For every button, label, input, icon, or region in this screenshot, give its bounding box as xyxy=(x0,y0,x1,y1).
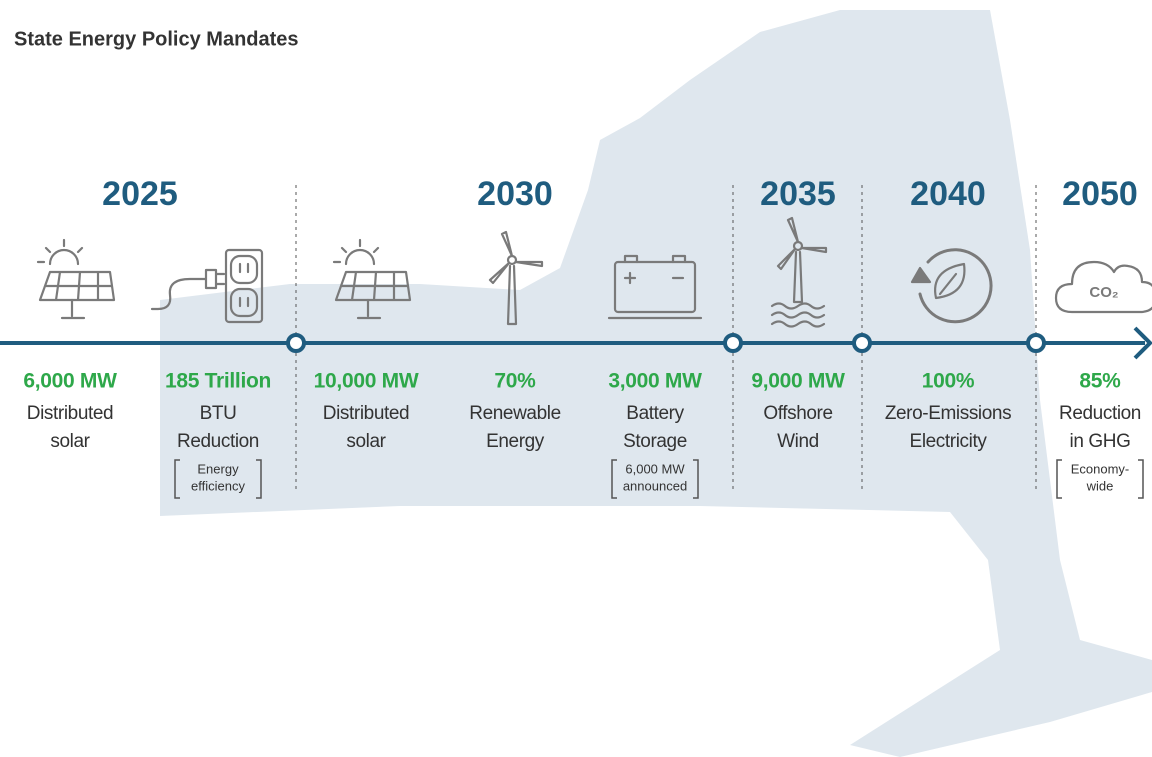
mandate-value: 70% xyxy=(494,370,536,393)
mandate-label: Distributed xyxy=(323,403,409,424)
renewable-cycle-icon xyxy=(910,248,993,324)
icons: CO₂ xyxy=(36,216,1152,328)
mandate-label: solar xyxy=(50,431,90,452)
solar-icon xyxy=(36,238,116,320)
offshore-wind-icon xyxy=(770,216,828,328)
mandate-label: Battery xyxy=(626,403,684,424)
co2-cloud-icon: CO₂ xyxy=(1054,260,1152,314)
mandate-value: 85% xyxy=(1079,370,1121,393)
mandate-value: 6,000 MW xyxy=(23,370,117,393)
mandate-value: 100% xyxy=(922,370,975,393)
title: State Energy Policy Mandates xyxy=(14,28,299,50)
mandate-note: 6,000 MW xyxy=(625,461,685,476)
mandate-note: Economy- xyxy=(1071,461,1130,476)
solar-icon xyxy=(332,238,412,320)
timeline-arrow xyxy=(1133,326,1152,360)
mandate-note: Energy xyxy=(197,461,239,476)
mandate-note: announced xyxy=(623,478,687,493)
mandate-label: Distributed xyxy=(27,403,113,424)
mandate-label: solar xyxy=(346,431,386,452)
wind-icon xyxy=(488,230,544,326)
mandate-label: Storage xyxy=(623,431,687,452)
milestone-dot xyxy=(723,333,743,353)
mandate-value: 9,000 MW xyxy=(751,370,845,393)
mandate-label: Offshore xyxy=(763,403,832,424)
mandate-value: 10,000 MW xyxy=(314,370,419,393)
battery-icon xyxy=(607,254,703,320)
year: 2040 xyxy=(910,175,986,213)
milestone-dot xyxy=(852,333,872,353)
mandate-label: BTU xyxy=(200,403,237,424)
milestone-dot xyxy=(286,333,306,353)
co2-label: CO₂ xyxy=(1089,284,1118,301)
mandate-label: Energy xyxy=(486,431,545,452)
note-bracket xyxy=(1056,459,1144,499)
mandate-label: Reduction xyxy=(1059,403,1141,424)
mandate-label: Renewable xyxy=(469,403,560,424)
mandate-label: Zero-Emissions xyxy=(885,403,1011,424)
mandate-label: Wind xyxy=(777,431,819,452)
state-map xyxy=(160,10,1152,757)
mandate-value: 3,000 MW xyxy=(608,370,702,393)
timeline xyxy=(0,326,1152,360)
milestone-dot xyxy=(1026,333,1046,353)
outlet-icon xyxy=(150,248,264,324)
mandate-note: efficiency xyxy=(191,478,245,493)
mandate-label: Reduction xyxy=(177,431,259,452)
dividers xyxy=(295,185,1037,490)
note-bracket xyxy=(611,459,699,499)
year: 2030 xyxy=(477,175,553,213)
mandate-note: wide xyxy=(1086,478,1114,493)
note-bracket xyxy=(174,459,262,499)
mandate-value: 185 Trillion xyxy=(165,370,271,393)
year: 2050 xyxy=(1062,175,1138,213)
mandate-label: Electricity xyxy=(910,431,988,452)
year: 2025 xyxy=(102,175,178,213)
year: 2035 xyxy=(760,175,836,213)
mandate-label: in GHG xyxy=(1070,431,1131,452)
